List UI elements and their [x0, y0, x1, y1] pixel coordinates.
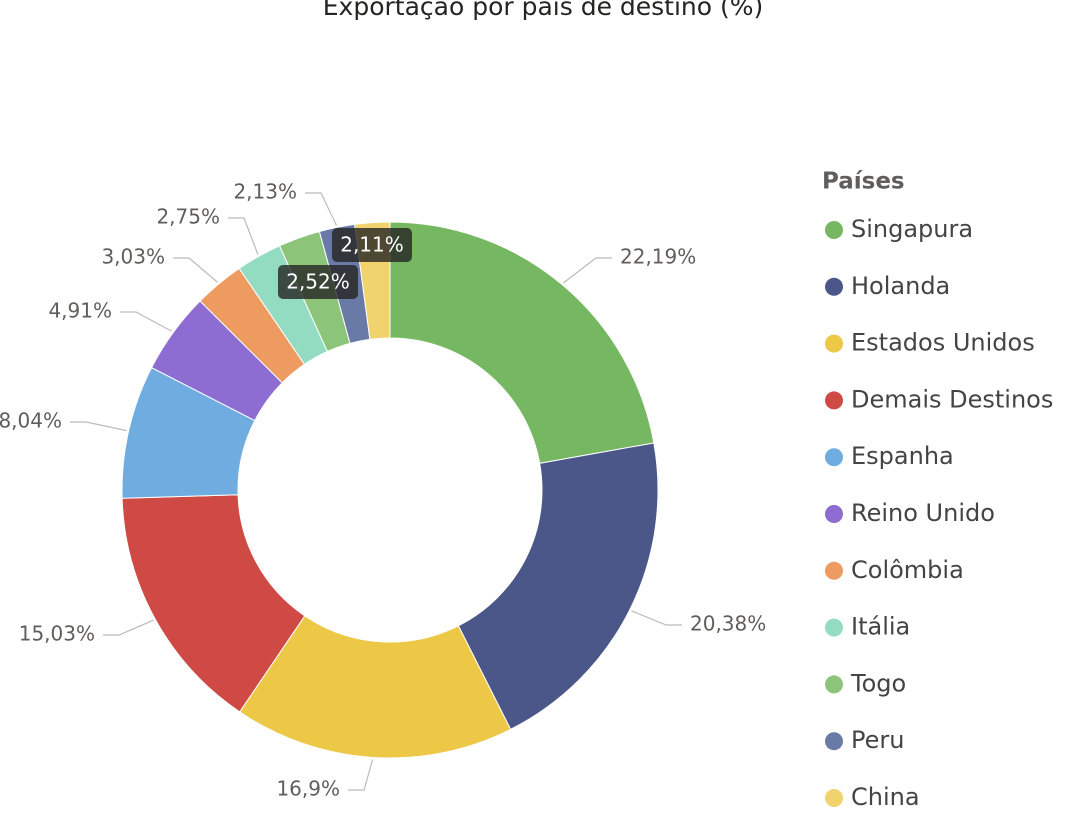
donut-slice [239, 615, 512, 759]
data-label: 2,13% [233, 180, 297, 204]
data-label: 16,9% [276, 777, 340, 801]
legend-label: Espanha [851, 442, 954, 470]
legend-marker [825, 561, 843, 580]
legend-label: Colômbia [851, 556, 964, 584]
leader-line [631, 610, 682, 626]
legend-label: Itália [851, 613, 910, 641]
data-label: 22,19% [620, 245, 696, 269]
leader-line [173, 257, 218, 283]
leader-line [70, 421, 127, 432]
legend-marker [825, 277, 843, 296]
donut-slice [121, 494, 306, 713]
leader-line [562, 257, 612, 284]
legend-marker [825, 675, 843, 694]
legend-label: Holanda [851, 272, 950, 300]
data-label: 2,11% [340, 233, 404, 257]
leader-line [103, 619, 154, 636]
legend-label: Demais Destinos [851, 385, 1053, 413]
legend-marker [825, 448, 843, 467]
donut-slice [389, 221, 655, 464]
legend-label: Estados Unidos [851, 329, 1035, 357]
legend-marker [825, 505, 843, 523]
legend-marker [825, 334, 843, 353]
legend-title: Países [822, 169, 905, 195]
leader-line [228, 217, 259, 255]
label-box [332, 228, 412, 262]
leader-line [348, 759, 374, 791]
legend-label: Reino Unido [851, 499, 995, 527]
leader-line [120, 311, 172, 332]
data-label: 2,75% [156, 205, 220, 229]
legend-marker [825, 221, 843, 239]
donut-slice [457, 442, 659, 731]
data-label: 20,38% [690, 612, 766, 636]
data-label: 3,03% [101, 245, 165, 269]
legend-marker [825, 789, 843, 807]
chart-title: Exportação por país de destino (%) [323, 0, 764, 21]
legend-label: Togo [850, 669, 906, 697]
data-label: 15,03% [19, 622, 95, 646]
leader-line [305, 192, 338, 226]
legend-label: China [851, 783, 920, 811]
data-label: 8,04% [0, 409, 62, 433]
data-label: 2,52% [286, 270, 350, 294]
legend-marker [825, 391, 843, 410]
legend-label: Peru [851, 726, 904, 754]
data-label: 4,91% [48, 299, 112, 323]
legend-marker [825, 732, 843, 751]
legend-label: Singapura [851, 215, 973, 243]
label-box [278, 265, 358, 299]
legend-marker [825, 618, 843, 637]
